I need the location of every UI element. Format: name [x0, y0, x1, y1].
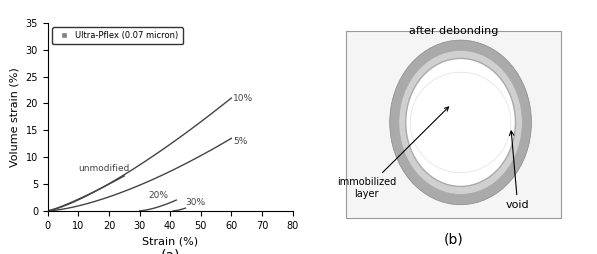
Text: void: void [506, 131, 530, 210]
Ellipse shape [406, 58, 515, 186]
Text: 10%: 10% [233, 93, 253, 103]
Text: 5%: 5% [233, 136, 247, 146]
X-axis label: Strain (%): Strain (%) [142, 236, 198, 246]
Text: unmodified: unmodified [78, 164, 130, 173]
Bar [346, 31, 561, 218]
Ellipse shape [390, 40, 531, 205]
Legend: Ultra-Pflex (0.07 micron): Ultra-Pflex (0.07 micron) [52, 27, 183, 44]
Text: (a): (a) [161, 248, 180, 254]
Text: immobilized
layer: immobilized layer [337, 107, 448, 199]
Text: (b): (b) [444, 232, 464, 246]
Ellipse shape [399, 50, 522, 195]
Text: 20%: 20% [149, 191, 169, 200]
Y-axis label: Volume strain (%): Volume strain (%) [10, 67, 20, 167]
Ellipse shape [410, 72, 511, 173]
Text: after debonding: after debonding [409, 26, 498, 36]
Text: 30%: 30% [186, 198, 205, 207]
